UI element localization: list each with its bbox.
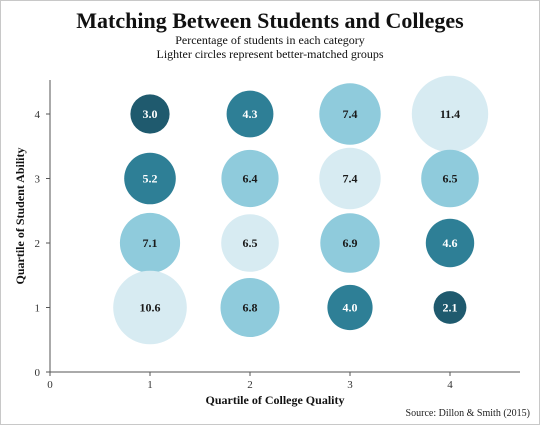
y-tick-label: 0 <box>35 367 41 379</box>
y-tick-label: 2 <box>35 238 41 250</box>
bubble <box>421 149 479 208</box>
chart-subtitle-line-1: Percentage of students in each category <box>175 33 365 47</box>
bubble-value-label: 4.3 <box>243 107 258 121</box>
bubble <box>221 149 279 208</box>
bubble-value-label: 7.4 <box>343 107 358 121</box>
x-axis-label: Quartile of College Quality <box>206 393 345 407</box>
bubble-value-label: 6.5 <box>443 172 458 186</box>
bubble-value-label: 6.5 <box>243 236 258 250</box>
bubble-value-label: 3.0 <box>143 107 158 121</box>
ticks: 0 1 2 3 4 0 1 2 3 4 <box>35 109 454 391</box>
x-tick-label: 3 <box>347 379 353 391</box>
bubble-value-label: 11.4 <box>440 107 460 121</box>
y-tick-label: 3 <box>35 174 41 186</box>
bubble-value-label: 2.1 <box>443 301 458 315</box>
bubble <box>320 213 380 273</box>
chart-title: Matching Between Students and Colleges <box>76 8 464 33</box>
source-note: Source: Dillon & Smith (2015) <box>406 408 530 419</box>
bubble <box>433 291 467 324</box>
bubble-value-label: 6.4 <box>243 172 258 186</box>
bubble <box>319 83 381 145</box>
bubble <box>220 278 280 337</box>
bubble <box>124 152 176 205</box>
x-tick-label: 4 <box>447 379 453 391</box>
bubble-value-label: 4.6 <box>443 236 458 250</box>
bubble-value-label: 4.0 <box>343 301 358 315</box>
bubble-value-label: 6.9 <box>343 236 358 250</box>
y-tick-label: 4 <box>35 109 41 121</box>
axes <box>49 80 520 373</box>
bubble-value-label: 5.2 <box>143 172 158 186</box>
bubble-value-label: 10.6 <box>140 301 161 315</box>
bubble-value-label: 6.8 <box>243 301 258 315</box>
x-tick-label: 0 <box>47 379 53 391</box>
bubble <box>411 75 489 153</box>
bubble <box>226 90 274 138</box>
bubble <box>319 147 381 210</box>
chart-subtitle-line-2: Lighter circles represent better-matched… <box>157 47 384 61</box>
bubble-value-label: 7.1 <box>143 236 158 250</box>
bubble <box>119 212 181 274</box>
bubble <box>130 94 170 134</box>
x-tick-label: 1 <box>147 379 153 391</box>
y-axis-label: Quartile of Student Ability <box>13 147 27 284</box>
bubble-value-label: 7.4 <box>343 172 358 186</box>
bubble <box>425 218 475 268</box>
x-tick-label: 2 <box>247 379 253 391</box>
bubbles: 3.0 4.3 7.4 11.4 5.2 6.4 7.4 6.5 7.1 6.5 6.9 4.6 10.… <box>113 75 489 345</box>
bubble <box>327 284 373 331</box>
bubble <box>221 214 279 272</box>
y-tick-label: 1 <box>35 303 41 315</box>
bubble <box>113 270 187 345</box>
